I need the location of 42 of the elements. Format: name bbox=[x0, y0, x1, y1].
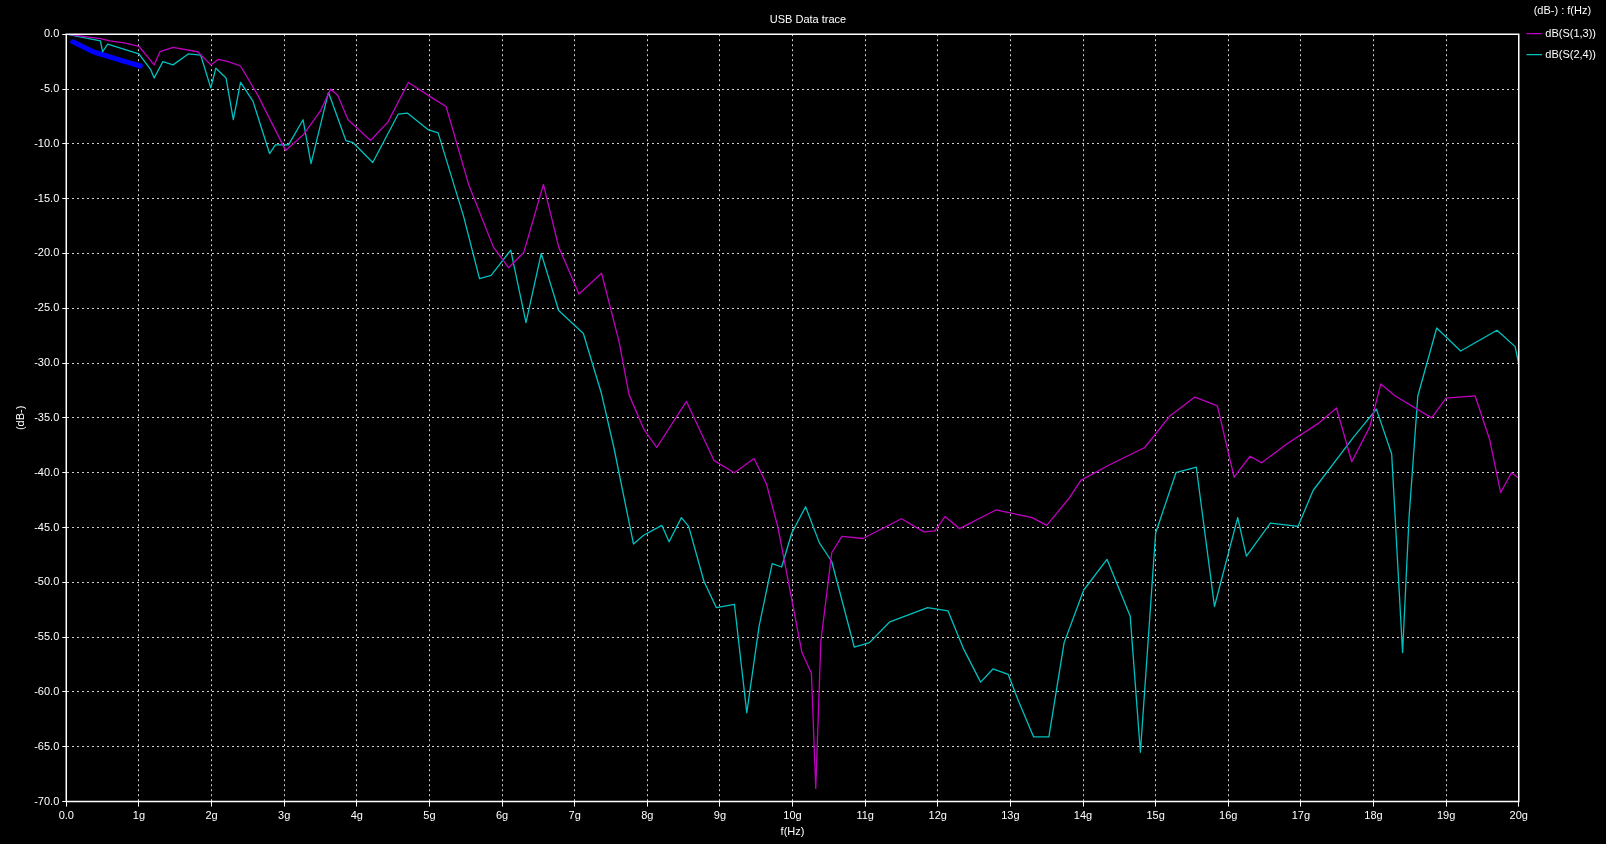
y-tick-label: -35.0 bbox=[34, 410, 60, 423]
y-tick-label: -5.0 bbox=[40, 82, 60, 95]
x-tick-label: 0.0 bbox=[58, 809, 74, 822]
chart-title: USB Data trace bbox=[769, 12, 847, 25]
x-tick-label: 15g bbox=[1146, 809, 1165, 822]
x-tick-label: 16g bbox=[1219, 809, 1238, 822]
y-tick-label: -70.0 bbox=[34, 794, 60, 807]
x-tick-label: 2g bbox=[205, 809, 218, 822]
x-tick-label: 1g bbox=[132, 809, 146, 822]
y-tick-label: -10.0 bbox=[34, 136, 60, 149]
x-tick-label: 14g bbox=[1073, 809, 1093, 822]
x-axis-title: f(Hz) bbox=[780, 825, 805, 838]
x-tick-label: 3g bbox=[278, 809, 291, 822]
x-tick-label: 8g bbox=[641, 809, 654, 822]
y-tick-label: -30.0 bbox=[34, 356, 60, 369]
x-tick-label: 20g bbox=[1509, 809, 1528, 822]
y-axis-title: (dB-) bbox=[13, 405, 26, 431]
y-tick-label: -55.0 bbox=[34, 630, 60, 643]
x-tick-label: 12g bbox=[928, 809, 947, 822]
legend-label: dB(S(2,4)) bbox=[1545, 47, 1597, 60]
x-tick-label: 13g bbox=[1001, 809, 1020, 822]
x-tick-label: 18g bbox=[1364, 809, 1383, 822]
x-tick-label: 17g bbox=[1291, 809, 1311, 822]
legend-title: (dB-) : f(Hz) bbox=[1533, 3, 1592, 16]
x-tick-label: 7g bbox=[568, 809, 581, 822]
y-tick-label: -20.0 bbox=[34, 246, 60, 259]
y-tick-label: -65.0 bbox=[34, 739, 60, 752]
y-tick-label: 0.0 bbox=[43, 27, 60, 40]
x-tick-label: 5g bbox=[423, 809, 436, 822]
y-tick-label: -15.0 bbox=[34, 191, 60, 204]
y-tick-label: -50.0 bbox=[34, 575, 60, 588]
x-tick-label: 11g bbox=[856, 809, 874, 822]
y-tick-label: -60.0 bbox=[34, 685, 60, 697]
x-tick-label: 4g bbox=[350, 809, 363, 822]
x-tick-label: 9g bbox=[713, 809, 727, 822]
x-tick-label: 19g bbox=[1436, 809, 1456, 822]
x-tick-label: 10g bbox=[783, 809, 802, 822]
y-tick-label: -40.0 bbox=[34, 465, 60, 478]
y-tick-label: -45.0 bbox=[34, 520, 60, 533]
legend-label: dB(S(1,3)) bbox=[1545, 26, 1597, 39]
y-tick-label: -25.0 bbox=[34, 301, 60, 314]
x-tick-label: 6g bbox=[495, 809, 509, 822]
